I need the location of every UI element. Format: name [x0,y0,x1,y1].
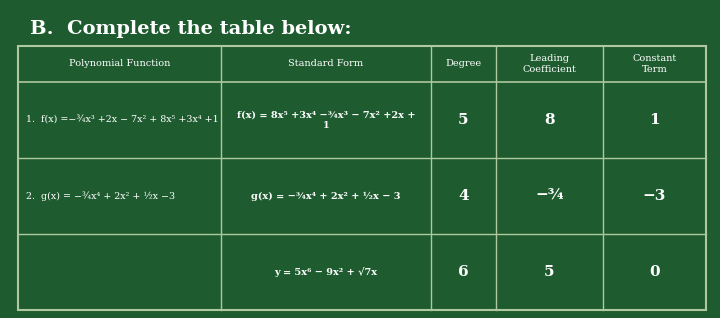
Text: Polynomial Function: Polynomial Function [69,59,170,68]
Text: f(x) = 8x⁵ +3x⁴ −¾x³ − 7x² +2x +
1: f(x) = 8x⁵ +3x⁴ −¾x³ − 7x² +2x + 1 [237,110,415,130]
Text: Degree: Degree [446,59,482,68]
Text: 6: 6 [458,265,469,279]
Text: 4: 4 [458,189,469,203]
Text: 2.  g(x) = −¾x⁴ + 2x² + ½x −3: 2. g(x) = −¾x⁴ + 2x² + ½x −3 [26,191,175,201]
Text: −3: −3 [643,189,666,203]
Text: Leading
Coefficient: Leading Coefficient [523,54,577,74]
Text: 8: 8 [544,113,555,127]
Text: 5: 5 [544,265,554,279]
Bar [18,46,706,310]
Text: Constant
Term: Constant Term [632,54,677,74]
Text: 1.  f(x) =−¾x³ +2x − 7x² + 8x⁵ +3x⁴ +1: 1. f(x) =−¾x³ +2x − 7x² + 8x⁵ +3x⁴ +1 [26,115,219,125]
Text: B.  Complete the table below:: B. Complete the table below: [30,20,351,38]
Text: g(x) = −¾x⁴ + 2x² + ½x − 3: g(x) = −¾x⁴ + 2x² + ½x − 3 [251,191,400,201]
Text: 5: 5 [458,113,469,127]
Text: −¾: −¾ [535,189,564,203]
Text: y = 5x⁶ − 9x² + √7x: y = 5x⁶ − 9x² + √7x [274,267,377,277]
Text: 0: 0 [649,265,660,279]
Text: 1: 1 [649,113,660,127]
Text: Standard Form: Standard Form [288,59,364,68]
